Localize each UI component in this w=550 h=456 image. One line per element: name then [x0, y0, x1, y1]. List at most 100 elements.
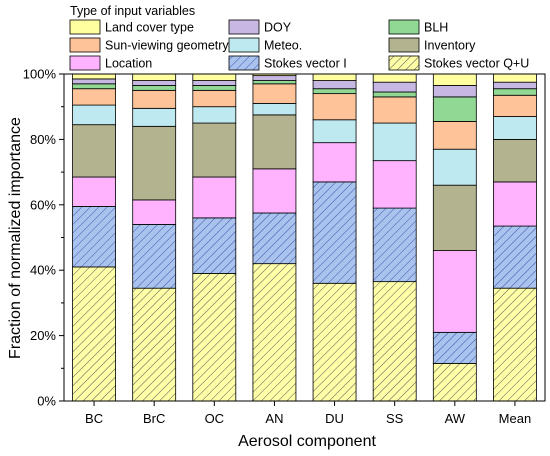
bar-mean-sun-viewing-geometry: [493, 94, 537, 117]
x-axis-title: Aerosol component: [238, 433, 376, 450]
bar-brc-inventory: [132, 125, 177, 201]
bar-oc-stokes-vector-i: [192, 217, 237, 274]
legend: Type of input variables Land cover type D…: [69, 4, 529, 71]
legend-label-inventory: Inventory: [424, 39, 476, 53]
bar-oc-stokes-vector-q-u: [192, 273, 237, 402]
bar-an-blh: [252, 80, 297, 85]
bar-du-sun-viewing-geometry: [312, 93, 357, 121]
y-tick-label: 0%: [37, 394, 56, 409]
bar-oc-sun-viewing-geometry: [192, 89, 237, 108]
bar-ss-doy: [372, 81, 417, 93]
bar-aw-inventory: [432, 184, 477, 251]
bar-oc-blh: [192, 85, 237, 91]
x-tick-label-du: DU: [325, 411, 344, 426]
legend-swatch-location: [69, 55, 101, 71]
bar-du-blh: [312, 88, 357, 95]
bar-bc-land-cover-type: [72, 73, 116, 80]
bar-brc-meteo: [132, 107, 177, 127]
x-tick-label-an: AN: [265, 411, 283, 426]
legend-label-meteo: Meteo.: [264, 39, 302, 53]
plot-area: 0% 20% 40% 60% 80% 100% BC BrC OC AN DU SS AW Mean: [23, 67, 546, 426]
legend-swatch-meteo: [228, 37, 260, 53]
bar-aw-stokes-vector-q-u: [432, 362, 477, 402]
bar-oc-inventory: [192, 122, 237, 178]
legend-label-stokes-vector-i: Stokes vector I: [264, 57, 347, 71]
bar-du-stokes-vector-i: [312, 181, 357, 284]
legend-swatch-inventory: [388, 37, 420, 53]
bar-bc-doy: [72, 78, 116, 85]
bar-ss-land-cover-type: [372, 73, 417, 83]
bar-aw-blh: [432, 96, 477, 122]
bar-aw-doy: [432, 85, 477, 98]
legend-swatch-sun-viewing-geometry: [69, 37, 101, 53]
legend-swatch-blh: [388, 19, 420, 35]
y-tick-label: 80%: [30, 132, 56, 147]
y-tick-label: 40%: [30, 263, 56, 278]
legend-label-land-cover-type: Land cover type: [105, 21, 194, 35]
bar-brc-blh: [132, 85, 177, 91]
x-tick-label-aw: AW: [445, 411, 466, 426]
bar-brc-sun-viewing-geometry: [132, 89, 177, 109]
bar-mean-stokes-vector-q-u: [493, 287, 537, 402]
bar-an-sun-viewing-geometry: [252, 83, 297, 104]
bar-ss-sun-viewing-geometry: [372, 96, 417, 124]
bar-mean-stokes-vector-i: [493, 225, 537, 289]
bar-ss-meteo: [372, 122, 417, 162]
legend-title: Type of input variables: [70, 4, 195, 18]
legend-label-stokes-vector-q-u: Stokes vector Q+U: [424, 57, 529, 71]
y-tick-label: 100%: [23, 67, 57, 82]
bar-aw-location: [432, 250, 477, 333]
bar-brc-stokes-vector-i: [132, 224, 177, 289]
x-tick-label-oc: OC: [205, 411, 225, 426]
legend-swatch-doy: [228, 19, 260, 35]
bar-oc-doy: [192, 80, 237, 86]
x-tick-label-mean: Mean: [499, 411, 532, 426]
bar-brc-land-cover-type: [132, 73, 177, 81]
bar-du-meteo: [312, 119, 357, 144]
bar-du-location: [312, 142, 357, 183]
bar-du-doy: [312, 80, 357, 90]
bar-mean-location: [493, 181, 537, 227]
bar-brc-stokes-vector-q-u: [132, 287, 177, 402]
bar-bc-sun-viewing-geometry: [72, 88, 116, 106]
legend-label-location: Location: [105, 57, 152, 71]
bar-brc-location: [132, 199, 177, 225]
bar-oc-meteo: [192, 106, 237, 124]
legend-swatch-land-cover-type: [69, 19, 101, 35]
bar-mean-inventory: [493, 138, 537, 183]
bar-bc-stokes-vector-i: [72, 206, 116, 268]
legend-swatch-stokes-vector-i: [228, 55, 260, 71]
bar-bc-meteo: [72, 104, 116, 126]
legend-label-blh: BLH: [424, 21, 448, 35]
y-axis-title: Fraction of normalized importance: [7, 117, 24, 359]
legend-swatch-stokes-vector-q-u: [388, 55, 420, 71]
bar-bc-stokes-vector-q-u: [72, 266, 116, 402]
bar-an-stokes-vector-q-u: [252, 263, 297, 402]
bar-aw-meteo: [432, 148, 477, 186]
bar-an-meteo: [252, 103, 297, 116]
x-tick-label-brc: BrC: [143, 411, 165, 426]
bar-oc-location: [192, 176, 237, 219]
bar-oc-land-cover-type: [192, 73, 237, 81]
bar-du-stokes-vector-q-u: [312, 282, 357, 402]
bar-mean-blh: [493, 88, 537, 96]
bar-an-inventory: [252, 114, 297, 170]
bar-du-land-cover-type: [312, 73, 357, 81]
bar-ss-stokes-vector-q-u: [372, 281, 417, 402]
bar-aw-land-cover-type: [432, 73, 477, 86]
legend-label-sun-viewing-geometry: Sun-viewing geometry: [105, 39, 229, 53]
y-tick-label: 20%: [30, 328, 56, 343]
bar-an-location: [252, 168, 297, 214]
bar-brc-doy: [132, 80, 177, 86]
bar-aw-stokes-vector-i: [432, 331, 477, 364]
bar-bc-inventory: [72, 124, 116, 178]
bar-bc-blh: [72, 83, 116, 90]
bar-mean-meteo: [493, 116, 537, 140]
x-tick-label-ss: SS: [386, 411, 404, 426]
bar-bc-location: [72, 176, 116, 207]
legend-label-doy: DOY: [264, 21, 292, 35]
bar-ss-stokes-vector-i: [372, 207, 417, 283]
bar-an-stokes-vector-i: [252, 212, 297, 265]
bar-mean-land-cover-type: [493, 73, 537, 83]
